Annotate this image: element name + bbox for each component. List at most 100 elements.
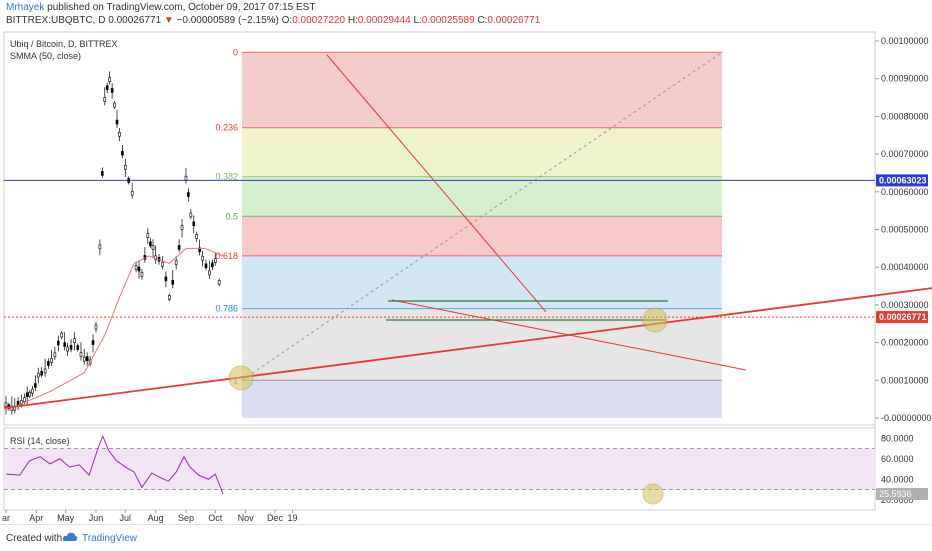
candle-body: [40, 370, 43, 376]
candle-body: [127, 178, 131, 183]
y-tick-label: 0.00080000: [881, 111, 929, 121]
fib-label-0.236: 0.236: [215, 123, 238, 133]
x-tick-label: Aug: [148, 513, 164, 523]
price-change: −0.00000589 (−2.15%): [176, 15, 279, 26]
tradingview-cloud-icon: [62, 532, 78, 541]
candle-body: [36, 372, 40, 378]
x-tick-label: Sep: [178, 513, 194, 523]
smma-line: [5, 247, 224, 411]
x-tick-label: May: [57, 513, 75, 523]
candle-body: [108, 77, 111, 82]
candle-body: [137, 266, 141, 272]
candle-body: [50, 358, 53, 363]
candle-body: [76, 345, 80, 350]
candle-body: [208, 270, 211, 276]
candle-body: [105, 85, 109, 90]
down-arrow-icon: ▼: [163, 15, 174, 26]
highlight-circle: [642, 483, 664, 505]
candle-body: [20, 400, 23, 405]
symbol-label: BITTREX:UBQBTC, D: [6, 15, 106, 26]
candle-body: [23, 397, 26, 402]
candle-body: [161, 262, 164, 267]
candle-body: [171, 280, 175, 285]
candle-body: [187, 192, 190, 197]
x-tick-label: ar: [2, 513, 10, 523]
highlight-circle: [228, 365, 254, 391]
candle-body: [195, 234, 199, 239]
fib-label-0.786: 0.786: [215, 304, 238, 314]
fib-zone-4: [242, 255, 722, 309]
last-price-tag: 0.00026771: [879, 312, 927, 322]
publish-line: Mrhayek published on TradingView.com, Oc…: [6, 2, 315, 13]
candle-body: [189, 212, 193, 218]
rsi-value-tag: 25.5936: [879, 489, 912, 499]
candle-body: [94, 324, 98, 330]
rsi-line: [5, 434, 224, 495]
candle-body: [4, 402, 8, 408]
candle-body: [34, 383, 37, 388]
candle-body: [198, 247, 201, 253]
candle-body: [168, 295, 171, 300]
candle-body: [101, 171, 104, 176]
candle-body: [140, 271, 144, 277]
y-tick-label: 0.00060000: [881, 187, 929, 197]
y-tick-label: -0.00000000: [881, 413, 932, 423]
close-value: 0.00026771: [487, 15, 541, 26]
horizontal-line-tag: 0.00063023: [879, 175, 927, 185]
candle-body: [213, 258, 217, 263]
fib-label-0.382: 0.382: [215, 172, 238, 182]
rsi-tick-label: 60.0000: [881, 454, 914, 464]
chart-canvas[interactable]: 00.2360.3820.50.6180.78610.001000000.000…: [0, 0, 932, 524]
candle-body: [115, 119, 119, 125]
fib-label-0: 0: [233, 47, 238, 57]
high-value: 0.00029444: [357, 15, 411, 26]
candle-body: [174, 260, 178, 265]
legend-instrument: Ubiq / Bitcoin, D, BITTREX: [10, 39, 118, 49]
price-tag-bg: [876, 174, 928, 187]
candle-body: [146, 233, 150, 238]
fib-label-0.5: 0.5: [225, 211, 238, 221]
legend-study: SMMA (50, close): [10, 51, 81, 61]
fib-zone-3: [242, 216, 722, 256]
x-tick-label: Nov: [238, 513, 255, 523]
last-price: 0.00026771: [108, 15, 162, 26]
y-tick-label: 0.00050000: [881, 225, 929, 235]
x-tick-label: 19: [288, 513, 298, 523]
candle-body: [73, 338, 76, 343]
published-text: published on TradingView.com, October 09…: [47, 2, 316, 13]
candle-body: [217, 279, 221, 285]
rising-trendline: [3, 287, 932, 409]
rsi-label: RSI (14, close): [10, 436, 70, 446]
author-link[interactable]: Mrhayek: [6, 2, 45, 13]
candle-body: [63, 342, 66, 347]
low-value: 0.00025589: [421, 15, 475, 26]
candle-body: [91, 340, 95, 345]
footer: Created with TradingView: [0, 524, 932, 551]
x-tick-label: Apr: [29, 513, 43, 523]
candle-body: [47, 361, 50, 366]
y-tick-label: 0.00040000: [881, 262, 929, 272]
y-tick-label: 0.00030000: [881, 300, 929, 310]
fib-zone-6: [242, 380, 722, 418]
rsi-band: [4, 448, 875, 490]
candle-body: [121, 150, 124, 156]
candle-body: [211, 262, 214, 268]
tradingview-brand[interactable]: TradingView: [82, 533, 138, 544]
candle-body: [98, 244, 102, 250]
highlight-circle: [642, 307, 668, 333]
fib-label-0.618: 0.618: [215, 251, 238, 261]
candle-body: [149, 241, 152, 247]
y-tick-label: 0.00070000: [881, 149, 929, 159]
rsi-tick-label: 80.0000: [881, 433, 914, 443]
candle-body: [69, 345, 73, 350]
falling-trendline-1: [326, 54, 547, 313]
candle-body: [110, 88, 114, 93]
candle-body: [151, 245, 155, 250]
fib-zone-1: [242, 127, 722, 177]
candle-body: [113, 102, 116, 108]
price-tag-bg: [876, 311, 928, 324]
candle-body: [25, 392, 29, 398]
candle-body: [28, 391, 32, 397]
fib-zone-0: [242, 52, 722, 128]
candle-body: [177, 245, 181, 250]
